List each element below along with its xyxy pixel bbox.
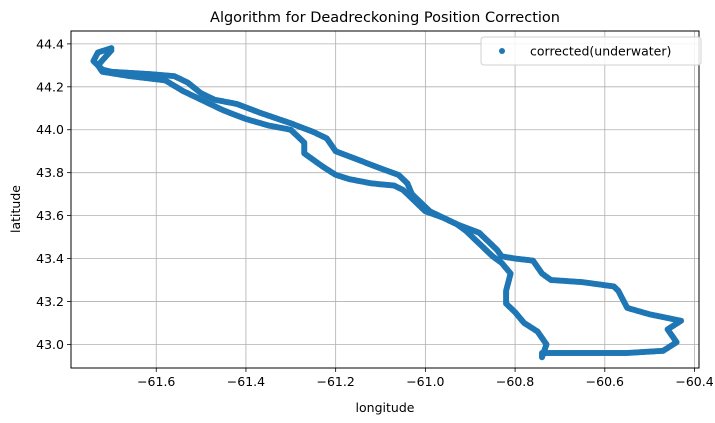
x-tick-label: −60.4 — [675, 374, 713, 389]
y-tick-label: 43.6 — [36, 208, 64, 223]
x-tick-label: −61.4 — [227, 374, 265, 389]
legend: corrected(underwater) — [480, 36, 702, 66]
y-tick-label: 44.2 — [36, 79, 64, 94]
x-tick-label: −60.6 — [586, 374, 624, 389]
data-point — [108, 47, 115, 54]
x-tick-label: −61.2 — [317, 374, 355, 389]
legend-label: corrected(underwater) — [530, 44, 671, 59]
y-tick-label: 43.4 — [36, 251, 64, 266]
chart-title: Algorithm for Deadreckoning Position Cor… — [210, 10, 560, 26]
x-tick-label: −60.8 — [496, 374, 534, 389]
legend-marker — [499, 48, 505, 54]
y-tick-label: 44.0 — [36, 122, 64, 137]
tick-layer: −61.6 −61.4 −61.2 −61.0 −60.8 −60.6 −60.4 43.0 4… — [36, 36, 714, 389]
y-tick-label: 43.2 — [36, 294, 64, 309]
y-tick-label: 43.8 — [36, 165, 64, 180]
data-layer — [90, 45, 685, 361]
legend-box — [480, 36, 702, 66]
x-axis-label: longitude — [356, 400, 415, 415]
y-axis-label: latitude — [8, 185, 23, 233]
y-tick-label: 44.4 — [36, 36, 64, 51]
plot-frame — [70, 30, 700, 369]
x-tick-label: −61.0 — [406, 374, 444, 389]
x-tick-label: −61.6 — [137, 374, 175, 389]
y-tick-label: 43.0 — [36, 337, 64, 352]
grid-layer — [71, 31, 699, 368]
